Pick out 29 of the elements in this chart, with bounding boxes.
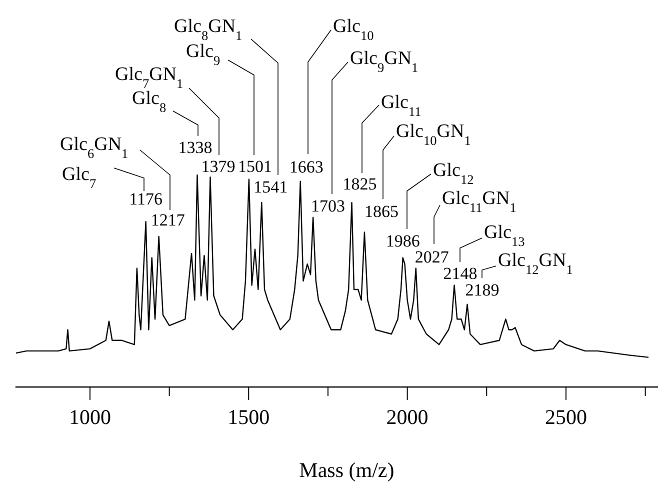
annotation: Glc$_{11}$GN$_{1}$ [442, 188, 516, 214]
x-tick-label: 2000 [386, 405, 428, 429]
text: Glc$_{10}$GN$_{1}$ [396, 121, 471, 148]
x-tick-label: 1000 [68, 405, 111, 429]
text: Glc$_{11}$ [381, 92, 422, 118]
text: Glc$_{6}$GN$_{1}$ [60, 134, 128, 160]
text: Glc$_{8}$ [132, 88, 166, 114]
annotation: 1663 [289, 157, 324, 176]
annotation: Glc$_{7}$ [62, 164, 96, 190]
annotation: 1217 [150, 210, 186, 230]
annotation: 1703 [311, 196, 346, 216]
text: Glc$_{8}$GN$_{1}$ [174, 16, 242, 42]
annotation: 1338 [178, 138, 212, 157]
annotation: 1501 [238, 157, 272, 176]
annotation: Glc$_{12}$GN$_{1}$ [498, 250, 573, 276]
text: Glc$_{9}$ [186, 41, 220, 68]
x-axis-title: Mass (m/z) [299, 458, 394, 482]
annotation: Glc$_{12}$ [433, 160, 474, 186]
text: Glc$_{7}$GN$_{1}$ [115, 64, 184, 90]
annotation: 1541 [254, 178, 288, 197]
annotation: Glc$_{13}$ [484, 222, 526, 248]
annotation: 1865 [364, 202, 398, 222]
annotation: 1825 [342, 174, 377, 194]
annotation: 1176 [129, 190, 163, 209]
annotation: 1379 [201, 157, 236, 176]
x-tick-label: 1500 [228, 405, 270, 429]
text: Glc$_{10}$ [333, 16, 374, 42]
text: Glc$_{9}$GN$_{1}$ [350, 48, 418, 74]
x-tick-label: 2500 [544, 405, 587, 429]
